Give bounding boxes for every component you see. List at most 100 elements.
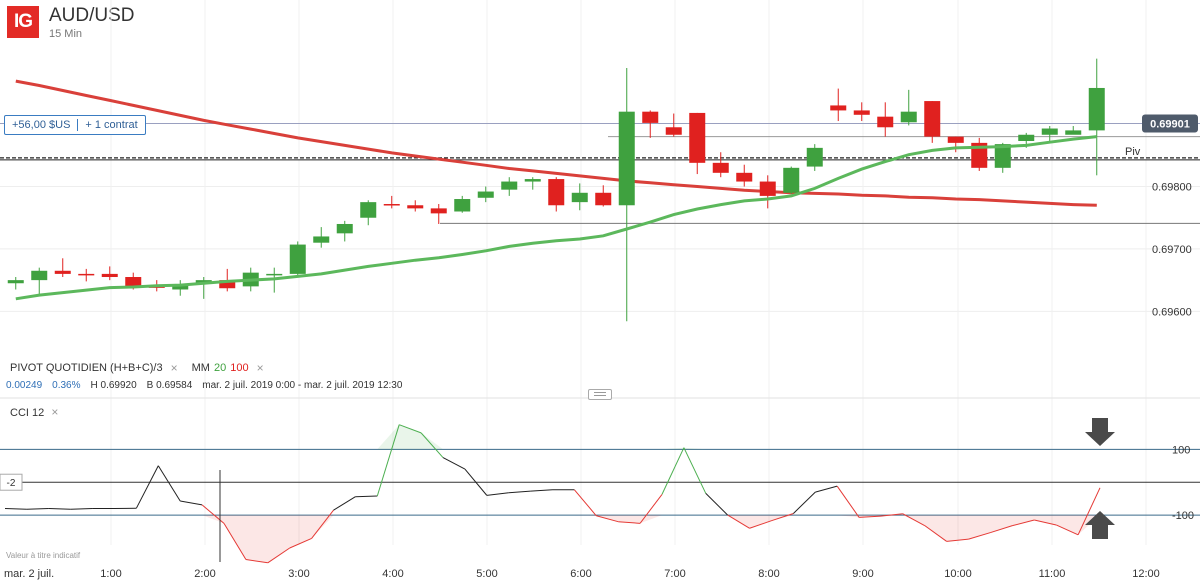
candle-body [900, 111, 917, 123]
time-tick-label: 5:00 [476, 568, 497, 580]
position-box[interactable]: +56,00 $US + 1 contrat [4, 115, 146, 135]
position-contracts: + 1 contrat [85, 119, 138, 131]
cci-line-segment [70, 508, 93, 510]
candle-body [783, 167, 800, 193]
cci-line-segment [530, 489, 553, 492]
stat-high: H 0.69920 [90, 380, 137, 391]
candle-body [618, 111, 635, 206]
candle-body [360, 202, 377, 218]
cci-line-segment [223, 523, 247, 560]
candle-body [877, 116, 894, 128]
cci-line-segment [333, 496, 356, 511]
cci-line-segment [771, 512, 794, 522]
cci-line-segment [399, 424, 422, 434]
price-badge [1142, 114, 1198, 133]
cci-line-segment [924, 525, 947, 542]
price-badge-label: 0.69901 [1150, 119, 1190, 131]
candle-body [266, 273, 283, 276]
candle-body [477, 191, 494, 198]
cci-tick-label: -100 [1172, 510, 1194, 522]
candle-body [595, 192, 612, 206]
cci-oversold-fill [574, 515, 662, 524]
cci-line-segment [618, 521, 641, 524]
candle-body [712, 162, 729, 173]
cci-line-segment [639, 494, 663, 524]
price-tick-label: 0.69800 [1152, 182, 1192, 194]
cci-line-segment [793, 491, 816, 514]
cci-line-segment [267, 547, 290, 564]
candle-body [924, 101, 941, 137]
cci-line-segment [859, 515, 882, 518]
candle-body [1018, 134, 1035, 141]
cci-line-segment [508, 490, 531, 494]
cci-line-segment [376, 424, 400, 497]
time-tick-label: 4:00 [382, 568, 403, 580]
position-pnl: +56,00 $US [12, 119, 71, 131]
ig-logo: IG [7, 6, 39, 38]
candle-body [571, 192, 588, 203]
candle-body [125, 277, 142, 287]
pane-resize-handle[interactable] [588, 389, 612, 400]
cci-remove-icon[interactable]: × [51, 405, 59, 419]
cci-oversold-fill [902, 515, 1100, 542]
candle-body [78, 273, 95, 276]
time-tick-label: 9:00 [852, 568, 873, 580]
time-tick-label: 2:00 [194, 568, 215, 580]
cci-current-label: -2 [7, 478, 16, 489]
time-tick-label: 6:00 [570, 568, 591, 580]
stat-change: 0.00249 [6, 380, 43, 391]
time-tick-label: 8:00 [758, 568, 779, 580]
cci-line-segment [705, 493, 729, 516]
cci-line-segment [1055, 524, 1079, 536]
cci-line-segment [464, 468, 488, 496]
cci-line-segment [727, 514, 750, 529]
cci-line-segment [157, 465, 181, 502]
cci-line-segment [1077, 487, 1101, 536]
cci-line-segment [1034, 519, 1057, 526]
cci-line-segment [968, 532, 991, 540]
cci-label: CCI 12 [10, 407, 45, 419]
up-arrow-icon [1085, 511, 1115, 539]
cci-line-segment [311, 509, 334, 539]
cci-line-segment [749, 520, 772, 529]
cci-oversold-fill [202, 515, 334, 563]
ma-remove-icon[interactable]: × [256, 361, 264, 375]
cci-line-segment [815, 485, 838, 493]
cci-line-segment [574, 489, 597, 517]
pivot-remove-icon[interactable]: × [170, 361, 178, 375]
cci-tick-label: 100 [1172, 444, 1190, 456]
candle-body [219, 280, 236, 289]
cci-line-segment [48, 508, 71, 510]
time-tick-label: mar. 2 juil. [4, 568, 54, 580]
price-tick-label: 0.69700 [1152, 244, 1192, 256]
candle-body [642, 111, 659, 123]
candle-body [759, 181, 776, 196]
cci-line-segment [902, 513, 926, 527]
cci-current-badge [0, 473, 23, 491]
cci-line-segment [442, 457, 466, 470]
disclaimer-text: Valeur à titre indicatif [6, 551, 81, 560]
cci-line-segment [486, 492, 509, 496]
cci-line-segment [180, 500, 203, 506]
timeframe-label[interactable]: 15 Min [49, 28, 83, 40]
candle-body [501, 181, 518, 190]
cci-line-segment [880, 513, 903, 517]
cci-line-segment [289, 538, 312, 549]
candle-body [383, 204, 400, 206]
candle-body [195, 280, 212, 284]
cci-line-segment [4, 508, 27, 510]
time-tick-label: 1:00 [100, 568, 121, 580]
cci-legend: CCI 12 × [10, 405, 68, 419]
candle-body [336, 223, 353, 234]
cci-line-segment [990, 525, 1013, 534]
candle-body [689, 112, 706, 163]
ma100-line [15, 79, 1097, 207]
candle-body [31, 270, 48, 281]
ma20-period: 20 [213, 362, 227, 374]
cci-line-segment [661, 447, 685, 495]
symbol-title: AUD/USD [49, 5, 135, 26]
candle-body [524, 179, 541, 182]
candle-body [454, 199, 471, 212]
cci-line-segment [946, 538, 969, 542]
